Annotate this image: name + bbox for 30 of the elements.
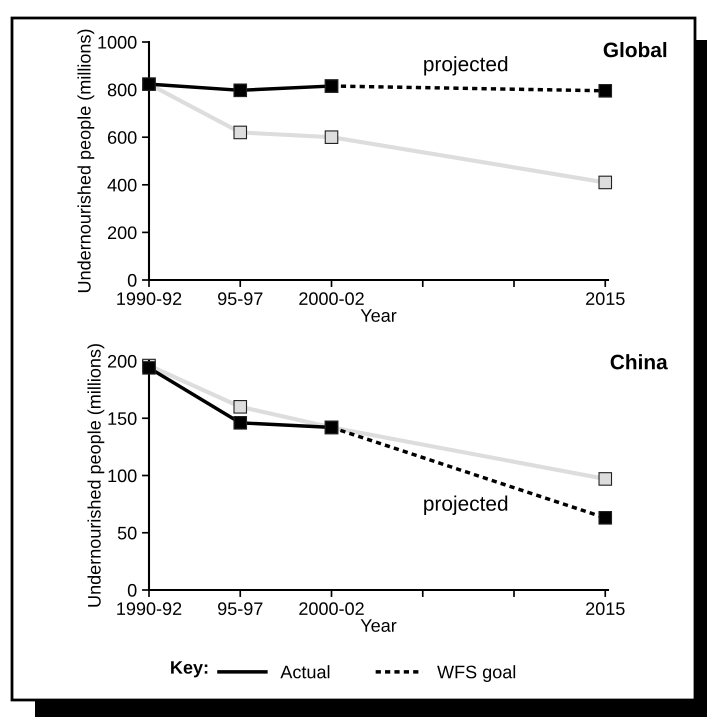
x-tick-label: 2015 [586,292,625,306]
y-tick-label: 600 [108,131,136,144]
legend-label: WFS goal [437,665,516,682]
annotation: projected [424,56,508,76]
x-axis-title: Year [360,619,396,632]
y-axis-title: Undernourished people (millions) [77,30,94,292]
y-axis-title: Undernourished people (millions) [87,344,104,607]
x-tick-label: 95-97 [218,292,262,306]
x-axis-title: Year [360,309,396,322]
y-tick-label: 400 [107,178,136,192]
chart-title: Global [604,42,666,58]
annotation: projected [424,496,508,515]
legend-title: Key: [171,661,208,678]
y-tick-label: 200 [108,354,136,368]
y-tick-label: 150 [108,412,136,425]
y-tick-label: 200 [108,226,136,240]
y-tick-label: 1000 [98,36,136,49]
y-tick-label: 0 [128,584,136,597]
x-tick-label: 1990-92 [117,292,182,306]
x-tick-label: 2000-02 [299,602,364,616]
y-tick-label: 0 [128,274,136,287]
y-tick-label: 100 [108,469,136,482]
y-tick-label: 50 [118,526,136,540]
x-tick-label: 2000-02 [299,292,364,306]
legend-label: Actual [280,665,330,678]
y-tick-label: 800 [108,84,136,96]
chart-title: China [610,354,668,370]
x-tick-label: 95-97 [218,602,262,616]
x-tick-label: 2015 [586,602,625,616]
x-tick-label: 1990-92 [117,602,182,616]
